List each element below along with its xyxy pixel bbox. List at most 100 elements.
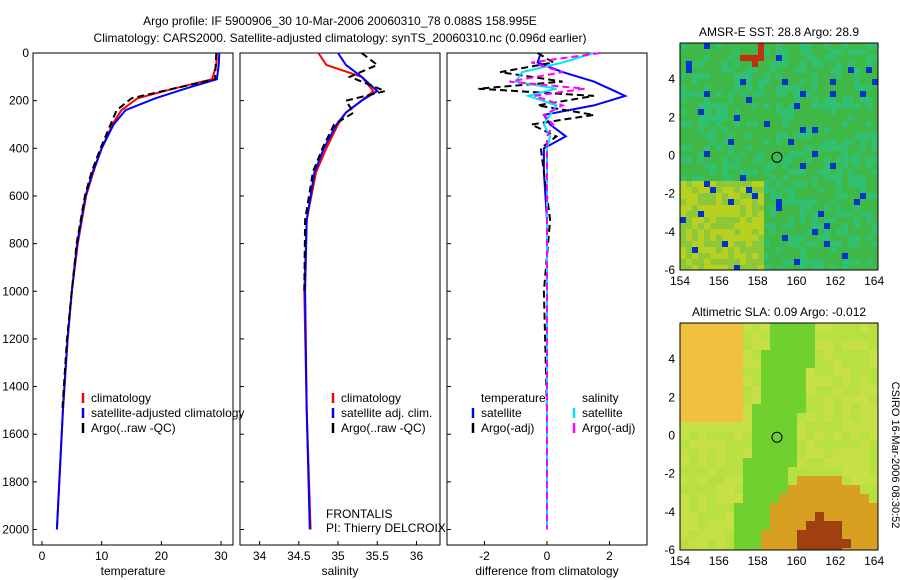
map-cell <box>686 175 692 181</box>
map-cell <box>818 211 824 217</box>
map-cell <box>788 350 797 359</box>
map-cell <box>752 169 758 175</box>
map-cell <box>866 121 872 127</box>
map-cell <box>704 121 710 127</box>
map-cell <box>854 121 860 127</box>
map-cell <box>692 223 698 229</box>
map-cell <box>716 350 725 359</box>
map-cell <box>797 521 806 530</box>
map-cell <box>818 85 824 91</box>
map-cell <box>761 422 770 431</box>
map-cell <box>806 49 812 55</box>
map-cell <box>794 121 800 127</box>
map-cell <box>704 181 710 187</box>
map-cell <box>836 91 842 97</box>
map-cell <box>794 217 800 223</box>
map-cell <box>848 205 854 211</box>
map-cell <box>812 205 818 211</box>
map-cell <box>740 211 746 217</box>
map-cell <box>710 223 716 229</box>
map-cell <box>710 175 716 181</box>
map-cell <box>704 223 710 229</box>
map-cell <box>782 97 788 103</box>
map-cell <box>794 151 800 157</box>
map-cell <box>770 145 776 151</box>
map-cell <box>743 494 752 503</box>
map-cell <box>722 73 728 79</box>
map-cell <box>854 235 860 241</box>
map-cell <box>740 193 746 199</box>
map-cell <box>788 223 794 229</box>
map-cell <box>752 359 761 368</box>
map-cell <box>848 193 854 199</box>
y-tick-label: 800 <box>9 237 29 251</box>
map-cell <box>782 229 788 235</box>
map-cell <box>746 85 752 91</box>
map-cell <box>806 259 812 265</box>
map-cell <box>722 259 728 265</box>
map-cell <box>710 121 716 127</box>
map-cell <box>752 449 761 458</box>
map-cell <box>710 145 716 151</box>
map-cell <box>848 211 854 217</box>
map-cell <box>776 235 782 241</box>
legend-header: temperature <box>481 391 546 405</box>
map-cell <box>680 79 686 85</box>
map-cell <box>770 323 779 332</box>
map-cell <box>860 181 866 187</box>
map-cell <box>716 109 722 115</box>
map-cell <box>698 247 704 253</box>
map-cell <box>788 440 797 449</box>
map-cell <box>782 115 788 121</box>
map-cell <box>824 79 830 85</box>
map-cell <box>842 97 848 103</box>
map-cell <box>689 404 698 413</box>
map-cell <box>800 175 806 181</box>
map-cell <box>800 217 806 223</box>
map-cell <box>680 521 689 530</box>
map-cell <box>734 175 740 181</box>
lat-tick-label: -4 <box>664 225 675 239</box>
map-cell <box>848 253 854 259</box>
map-cell <box>779 521 788 530</box>
map-cell <box>707 530 716 539</box>
map-cell <box>680 97 686 103</box>
map-cell <box>734 476 743 485</box>
map-cell <box>764 109 770 115</box>
map-cell <box>794 193 800 199</box>
map-cell <box>734 368 743 377</box>
map-cell <box>848 133 854 139</box>
map-cell <box>872 235 878 241</box>
map-cell <box>797 413 806 422</box>
map-cell <box>686 73 692 79</box>
map-cell <box>725 350 734 359</box>
map-cell <box>788 548 797 550</box>
map-cell <box>797 467 806 476</box>
map-cell <box>725 476 734 485</box>
map-cell <box>680 404 689 413</box>
map-cell <box>722 133 728 139</box>
map-cell <box>800 211 806 217</box>
map-cell <box>800 247 806 253</box>
map-cell <box>812 61 818 67</box>
map-cell <box>686 181 692 187</box>
map-cell <box>728 79 734 85</box>
map-cell <box>704 193 710 199</box>
map-cell <box>788 97 794 103</box>
map-cell <box>860 157 866 163</box>
map-cell <box>788 395 797 404</box>
map-cell <box>806 530 815 539</box>
map-cell <box>716 181 722 187</box>
map-cell <box>830 241 836 247</box>
axes-frame <box>239 52 441 546</box>
map-cell <box>842 476 851 485</box>
map-cell <box>866 91 872 97</box>
map-cell <box>812 235 818 241</box>
map-cell <box>782 163 788 169</box>
map-cell <box>830 259 836 265</box>
map-cell <box>710 79 716 85</box>
map-cell <box>707 521 716 530</box>
map-cell <box>752 485 761 494</box>
map-cell <box>692 235 698 241</box>
